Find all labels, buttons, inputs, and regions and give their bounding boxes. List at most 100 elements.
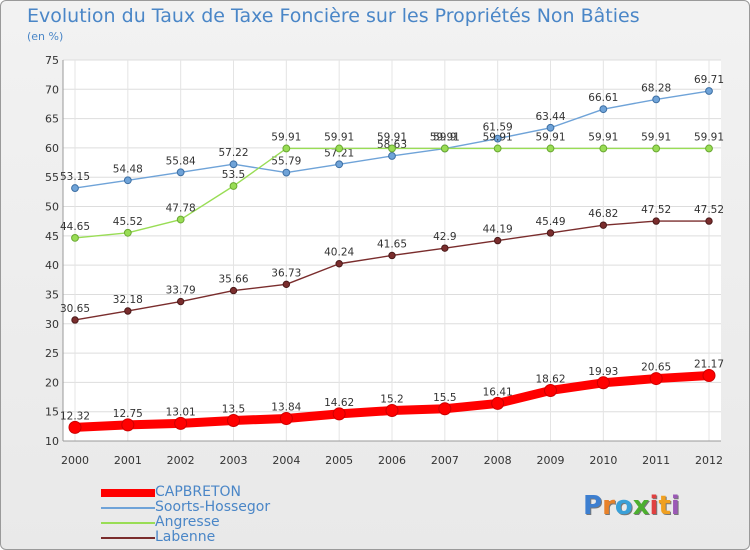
data-label-labenne: 47.52: [694, 204, 724, 216]
data-label-angresse: 47.78: [166, 203, 196, 215]
data-label-labenne: 32.18: [113, 294, 143, 306]
x-tick-label: 2002: [167, 454, 195, 467]
data-point-angresse: [388, 144, 396, 153]
data-point-capbreton: [279, 411, 293, 425]
data-label-capbreton: 19.93: [588, 366, 618, 378]
y-tick-label: 65: [45, 113, 59, 126]
data-label-soorts-hossegor: 55.79: [271, 156, 301, 168]
data-point-capbreton: [649, 372, 663, 386]
data-point-angresse: [71, 233, 79, 242]
y-tick-label: 60: [45, 142, 59, 155]
logo-letter: r: [602, 491, 615, 521]
logo-letter: i: [649, 491, 659, 521]
data-point-soorts-hossegor: [546, 123, 555, 132]
data-point-angresse: [123, 228, 132, 237]
y-tick-label: 45: [45, 230, 59, 243]
data-label-angresse: 59.91: [430, 131, 460, 143]
data-point-labenne: [71, 316, 79, 324]
y-tick-label: 20: [45, 376, 59, 389]
y-tick-label: 25: [45, 347, 59, 360]
data-point-labenne: [652, 217, 660, 225]
data-point-capbreton: [702, 369, 716, 383]
data-label-capbreton: 14.62: [324, 397, 354, 409]
data-point-capbreton: [385, 404, 399, 418]
chart-unit: (en %): [27, 30, 64, 43]
data-label-capbreton: 21.17: [694, 359, 724, 371]
data-point-capbreton: [121, 418, 135, 432]
data-point-angresse: [282, 144, 291, 153]
data-point-labenne: [388, 251, 396, 260]
data-label-capbreton: 13.01: [166, 406, 196, 418]
data-label-labenne: 33.79: [166, 285, 196, 297]
y-tick-label: 10: [45, 435, 59, 448]
data-label-soorts-hossegor: 54.48: [113, 163, 143, 175]
logo-letter: i: [670, 491, 680, 521]
y-tick-label: 55: [45, 171, 59, 184]
logo-letter: t: [658, 491, 671, 521]
data-label-capbreton: 13.5: [222, 403, 245, 415]
x-tick-label: 2004: [272, 454, 300, 467]
y-tick-label: 50: [45, 201, 59, 214]
chart-title: Evolution du Taux de Taxe Foncière sur l…: [27, 5, 640, 27]
data-point-soorts-hossegor: [71, 184, 79, 192]
data-label-angresse: 59.91: [483, 131, 513, 143]
data-point-soorts-hossegor: [123, 176, 132, 185]
data-point-soorts-hossegor: [229, 160, 238, 169]
data-label-angresse: 53.5: [222, 169, 245, 181]
data-point-angresse: [440, 144, 449, 153]
data-point-capbreton: [68, 420, 82, 434]
x-tick-label: 2000: [61, 454, 89, 467]
data-point-soorts-hossegor: [335, 160, 344, 169]
data-point-labenne: [124, 307, 132, 315]
data-label-angresse: 59.91: [271, 131, 301, 143]
data-point-capbreton: [596, 376, 610, 390]
data-label-angresse: 45.52: [113, 216, 143, 228]
data-point-angresse: [493, 144, 502, 153]
y-tick-label: 75: [45, 54, 59, 67]
data-label-labenne: 42.9: [433, 231, 456, 243]
data-label-angresse: 59.91: [694, 131, 724, 143]
data-point-soorts-hossegor: [282, 168, 291, 177]
data-point-soorts-hossegor: [493, 134, 502, 143]
data-label-capbreton: 16.41: [483, 386, 513, 398]
x-tick-label: 2008: [484, 454, 512, 467]
data-point-labenne: [599, 221, 608, 229]
data-label-labenne: 46.82: [588, 208, 618, 220]
y-tick-label: 70: [45, 83, 59, 96]
data-label-angresse: 59.91: [641, 131, 671, 143]
data-point-angresse: [335, 144, 344, 153]
data-label-soorts-hossegor: 69.71: [694, 74, 724, 86]
data-label-labenne: 44.19: [483, 224, 513, 236]
data-point-soorts-hossegor: [705, 87, 713, 95]
data-label-labenne: 36.73: [271, 267, 301, 279]
data-point-capbreton: [174, 416, 188, 430]
data-point-angresse: [652, 144, 661, 153]
data-point-capbreton: [491, 396, 505, 410]
data-label-soorts-hossegor: 59.9: [433, 132, 456, 144]
y-tick-label: 40: [45, 259, 59, 272]
data-point-angresse: [229, 182, 238, 190]
legend-swatch: [101, 522, 155, 524]
data-point-capbreton: [438, 402, 452, 416]
legend-label: Labenne: [155, 529, 216, 545]
legend-label: CAPBRETON: [155, 484, 242, 500]
data-point-angresse: [599, 144, 608, 153]
data-point-labenne: [176, 297, 185, 306]
legend-swatch: [101, 537, 155, 539]
data-point-capbreton: [227, 413, 240, 427]
data-label-soorts-hossegor: 57.22: [218, 147, 248, 159]
logo-letter: P: [583, 491, 603, 521]
legend-label: Angresse: [155, 514, 220, 530]
data-label-labenne: 35.66: [218, 274, 248, 286]
data-label-soorts-hossegor: 55.84: [166, 155, 196, 167]
legend-swatch: [101, 507, 155, 509]
legend-label: Soorts-Hossegor: [155, 499, 271, 515]
data-label-labenne: 30.65: [60, 303, 90, 315]
x-tick-label: 2005: [325, 454, 353, 467]
y-tick-label: 15: [45, 406, 59, 419]
x-tick-label: 2011: [642, 454, 670, 467]
data-label-labenne: 41.65: [377, 238, 407, 250]
logo-letter: o: [614, 491, 633, 521]
data-point-labenne: [282, 280, 291, 289]
